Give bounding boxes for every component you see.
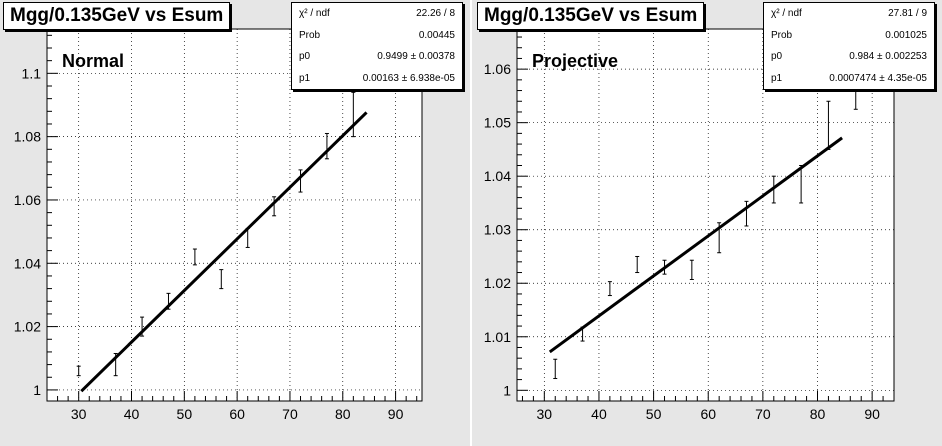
stats-label: χ² / ndf [771,8,802,19]
stats-label: p0 [299,51,311,62]
x-tick-label: 70 [755,406,771,422]
x-tick-label: 90 [388,406,404,422]
stats-value: 27.81 / 9 [888,8,927,19]
stats-box-normal: χ² / ndf 22.26 / 8 Prob 0.00445 p0 0.9499 ±… [291,2,463,90]
stats-row-p1: p1 0.00163 ± 6.938e-05 [292,68,462,90]
y-tick-label: 1.04 [484,168,511,184]
canvas-pad-projective: 30 40 50 60 70 80 90 1 1.01 1.02 1.03 1.04 1.05 1.06 P… [472,0,942,446]
x-tick-label: 50 [177,406,193,422]
x-tick-label: 30 [537,406,553,422]
x-tick-label: 60 [229,406,245,422]
stats-box-projective: χ² / ndf 27.81 / 9 Prob 0.001025 p0 0.984 ±… [763,2,935,90]
stats-label: χ² / ndf [299,8,330,19]
data-point [298,169,303,193]
stats-row-p0: p0 0.984 ± 0.002253 [764,46,934,68]
stats-value: 0.00163 ± 6.938e-05 [362,72,455,84]
y-tick-label: 1.02 [484,275,511,291]
x-tick-label: 40 [591,406,607,422]
stats-value: 0.001025 [885,29,927,41]
data-point [351,91,356,138]
data-point [744,200,749,227]
x-tick-label: 30 [71,406,87,422]
data-point [192,248,197,266]
stats-row-prob: Prob 0.001025 [764,25,934,47]
stats-label: p0 [771,51,783,62]
plot-frame [516,28,895,402]
stats-row-prob: Prob 0.00445 [292,25,462,47]
x-tick-label: 60 [700,406,716,422]
y-tick-label: 1 [33,382,41,398]
stats-row-chi2: χ² / ndf 27.81 / 9 [764,3,934,25]
stats-label: Prob [299,29,321,41]
panel-label: Normal [62,51,124,71]
stats-label: p1 [299,72,311,84]
data-point [219,269,224,290]
x-tick-label: 80 [810,406,826,422]
data-point [635,255,640,274]
data-point [689,259,694,280]
stats-row-p1: p1 0.0007474 ± 4.35e-05 [764,68,934,90]
canvas-pad-normal: 30 40 50 60 70 80 90 1 1.02 1.04 1.06 1.08 1.1 Normal… [0,0,470,446]
x-tick-label: 70 [282,406,298,422]
fit-line [80,111,368,393]
stats-value: 0.00445 [418,29,455,41]
data-point [76,365,81,377]
stats-row-p0: p0 0.9499 ± 0.00378 [292,46,462,68]
x-tick-label: 90 [864,406,880,422]
stats-value: 0.984 ± 0.002253 [849,51,927,62]
chart-projective: 30 40 50 60 70 80 90 1 1.01 1.02 1.03 1.04 1.05 1.06 P… [484,28,895,422]
chart-title-projective: Mgg/0.135GeV vs Esum [477,2,705,30]
y-tick-label: 1.06 [484,61,511,77]
y-tick-label: 1.03 [484,222,511,238]
data-point [607,281,612,297]
stats-value: 0.9499 ± 0.00378 [377,51,455,62]
stats-label: Prob [771,29,793,41]
fit-line [548,136,843,354]
data-point [324,132,329,160]
chart-normal: 30 40 50 60 70 80 90 1 1.02 1.04 1.06 1.08 1.1 Normal [14,28,423,422]
y-tick-label: 1.01 [484,329,511,345]
y-tick-label: 1.02 [14,319,41,335]
data-point [553,358,558,380]
panel-label: Projective [532,51,618,71]
y-tick-label: 1.04 [14,255,41,271]
x-tick-label: 80 [335,406,351,422]
y-tick-label: 1.05 [484,115,511,131]
y-tick-label: 1.1 [22,65,42,81]
stats-value: 0.0007474 ± 4.35e-05 [829,72,927,84]
chart-title-normal: Mgg/0.135GeV vs Esum [3,2,231,30]
data-point [272,196,277,217]
x-tick-label: 40 [124,406,140,422]
x-tick-label: 50 [646,406,662,422]
y-tick-label: 1.08 [14,129,41,145]
plot-frame [46,28,423,402]
stats-row-chi2: χ² / ndf 22.26 / 8 [292,3,462,25]
y-tick-label: 1.06 [14,192,41,208]
stats-label: p1 [771,72,783,84]
y-tick-label: 1 [503,382,511,398]
stats-value: 22.26 / 8 [416,8,455,19]
